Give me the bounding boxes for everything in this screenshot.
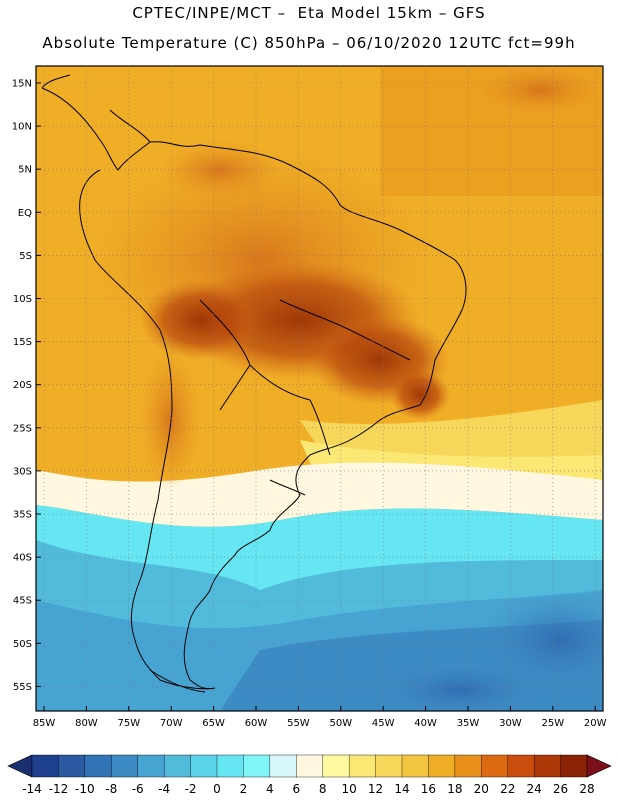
colorbar: [7, 754, 612, 778]
colorbar-label: 28: [579, 782, 594, 796]
lat-label: EQ: [18, 208, 32, 219]
latitude-labels: 15N 10N 5N EQ 5S 10S 15S 20S 25S 30S 35S 40S 45S 50S 5…: [12, 79, 41, 693]
lat-label: 10N: [12, 122, 32, 133]
colorbar-label: 14: [394, 782, 409, 796]
colorbar-swatch: [31, 754, 60, 778]
temperature-field: [36, 66, 603, 711]
colorbar-swatch: [296, 754, 324, 778]
chart-title-line-1: CPTEC/INPE/MCT – Eta Model 15km – GFS: [132, 4, 486, 22]
lat-label: 45S: [13, 596, 32, 607]
lon-label: 30W: [499, 718, 522, 729]
colorbar-label: 22: [500, 782, 515, 796]
colorbar-label: 8: [319, 782, 327, 796]
lon-label: 40W: [414, 718, 437, 729]
colorbar-label: -10: [75, 782, 95, 796]
colorbar-label: 2: [240, 782, 248, 796]
colorbar-label: 0: [213, 782, 221, 796]
lat-label: 55S: [13, 682, 32, 693]
lon-label: 70W: [160, 718, 183, 729]
colorbar-swatch: [533, 754, 562, 778]
colorbar-swatch: [84, 754, 112, 778]
lon-label: 65W: [202, 718, 225, 729]
colorbar-label: 20: [474, 782, 489, 796]
lon-label: 85W: [33, 718, 56, 729]
colorbar-swatch: [190, 754, 218, 778]
colorbar-label: 18: [447, 782, 462, 796]
colorbar-label: 10: [342, 782, 357, 796]
colorbar-label: -4: [158, 782, 170, 796]
lat-label: 50S: [13, 639, 32, 650]
colorbar-swatch: [322, 754, 350, 778]
lat-label: 30S: [13, 466, 32, 477]
lat-label: 25S: [13, 423, 32, 434]
colorbar-label: 16: [421, 782, 436, 796]
lon-label: 80W: [75, 718, 98, 729]
colorbar-label: 12: [368, 782, 383, 796]
colorbar-swatch: [560, 754, 588, 778]
colorbar-label: -2: [185, 782, 197, 796]
colorbar-label: -8: [105, 782, 117, 796]
lat-label: 10S: [13, 294, 32, 305]
chart-title-line-2: Absolute Temperature (C) 850hPa – 06/10/…: [42, 34, 576, 52]
lon-label: 75W: [117, 718, 140, 729]
lat-label: 15S: [13, 337, 32, 348]
colorbar-swatch: [428, 754, 456, 778]
colorbar-arrow-left: [7, 754, 33, 778]
colorbar-swatch: [375, 754, 403, 778]
colorbar-arrow-right: [586, 754, 612, 778]
colorbar-swatch: [163, 754, 192, 778]
colorbar-label: 26: [553, 782, 568, 796]
colorbar-label: 4: [266, 782, 274, 796]
colorbar-swatch: [216, 754, 245, 778]
lon-label: 20W: [584, 718, 607, 729]
lon-label: 25W: [541, 718, 564, 729]
coastline-outline: [41, 74, 467, 693]
lon-label: 45W: [372, 718, 395, 729]
colorbar-label: -6: [132, 782, 144, 796]
colorbar-labels: -14 -12 -10 -8 -6 -4 -2 0 2 4 6 8 10 12 14 16 18 20 22 24 26…: [22, 782, 594, 796]
lat-label: 15N: [12, 79, 32, 90]
lon-label: 50W: [329, 718, 352, 729]
map-frame: [35, 65, 604, 712]
graticule: [36, 66, 603, 711]
colorbar-label: -12: [49, 782, 69, 796]
lat-label: 40S: [13, 553, 32, 564]
colorbar-swatch: [111, 754, 139, 778]
lon-label: 55W: [287, 718, 310, 729]
colorbar-swatch: [269, 754, 297, 778]
longitude-labels: 85W 80W 75W 70W 65W 60W 55W 50W 45W 40W 35W 30W 25W 2…: [33, 706, 607, 729]
lat-label: 5S: [19, 251, 32, 262]
colorbar-swatch: [58, 754, 86, 778]
lat-label: 35S: [13, 510, 32, 521]
colorbar-swatch: [481, 754, 509, 778]
colorbar-swatch: [454, 754, 482, 778]
colorbar-swatch: [507, 754, 535, 778]
lat-label: 20S: [13, 380, 32, 391]
colorbar-swatch: [137, 754, 165, 778]
lon-label: 60W: [245, 718, 268, 729]
lon-label: 35W: [457, 718, 480, 729]
colorbar-label: -14: [22, 782, 42, 796]
colorbar-label: 24: [527, 782, 542, 796]
lat-label: 5N: [18, 165, 32, 176]
colorbar-swatch: [243, 754, 271, 778]
colorbar-swatch: [348, 754, 377, 778]
colorbar-label: 6: [292, 782, 300, 796]
colorbar-swatch: [401, 754, 430, 778]
